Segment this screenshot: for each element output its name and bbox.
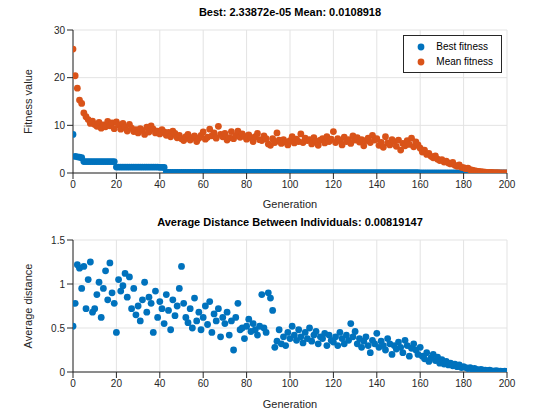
html-text:Average Distance Between Indiv: Average Distance Between Individuals: 0.…	[157, 216, 423, 228]
svg-text:0: 0	[59, 168, 65, 179]
html-text:Best fitness: Best fitness	[436, 41, 488, 52]
svg-text:120: 120	[325, 179, 342, 190]
svg-text:20: 20	[111, 179, 123, 190]
svg-text:160: 160	[412, 378, 429, 389]
svg-text:0.5: 0.5	[51, 323, 65, 334]
svg-text:30: 30	[54, 25, 66, 36]
svg-text:Fitness value: Fitness value	[22, 69, 34, 134]
svg-text:140: 140	[368, 378, 385, 389]
svg-text:160: 160	[412, 179, 429, 190]
svg-text:1: 1	[59, 279, 65, 290]
svg-text:120: 120	[325, 378, 342, 389]
svg-text:180: 180	[455, 378, 472, 389]
svg-text:Generation: Generation	[263, 198, 317, 210]
svg-text:40: 40	[154, 378, 166, 389]
svg-text:Generation: Generation	[263, 398, 317, 410]
svg-text:200: 200	[499, 378, 516, 389]
svg-text:80: 80	[241, 179, 253, 190]
svg-text:Average distance: Average distance	[22, 264, 34, 349]
svg-text:0: 0	[70, 179, 76, 190]
svg-text:40: 40	[154, 179, 166, 190]
svg-text:20: 20	[54, 72, 66, 83]
svg-text:60: 60	[198, 378, 210, 389]
svg-text:200: 200	[499, 179, 516, 190]
svg-text:1.5: 1.5	[51, 235, 65, 246]
html-text:Best: 2.33872e-05 Mean: 0.0108: Best: 2.33872e-05 Mean: 0.0108918	[198, 6, 382, 18]
svg-text:0: 0	[59, 367, 65, 378]
svg-text:20: 20	[111, 378, 123, 389]
html-text:Mean fitness: Mean fitness	[436, 56, 493, 67]
svg-text:0: 0	[70, 378, 76, 389]
svg-text:80: 80	[241, 378, 253, 389]
svg-text:180: 180	[455, 179, 472, 190]
svg-text:10: 10	[54, 120, 66, 131]
svg-text:60: 60	[198, 179, 210, 190]
svg-text:100: 100	[282, 378, 299, 389]
svg-text:140: 140	[368, 179, 385, 190]
svg-text:100: 100	[282, 179, 299, 190]
